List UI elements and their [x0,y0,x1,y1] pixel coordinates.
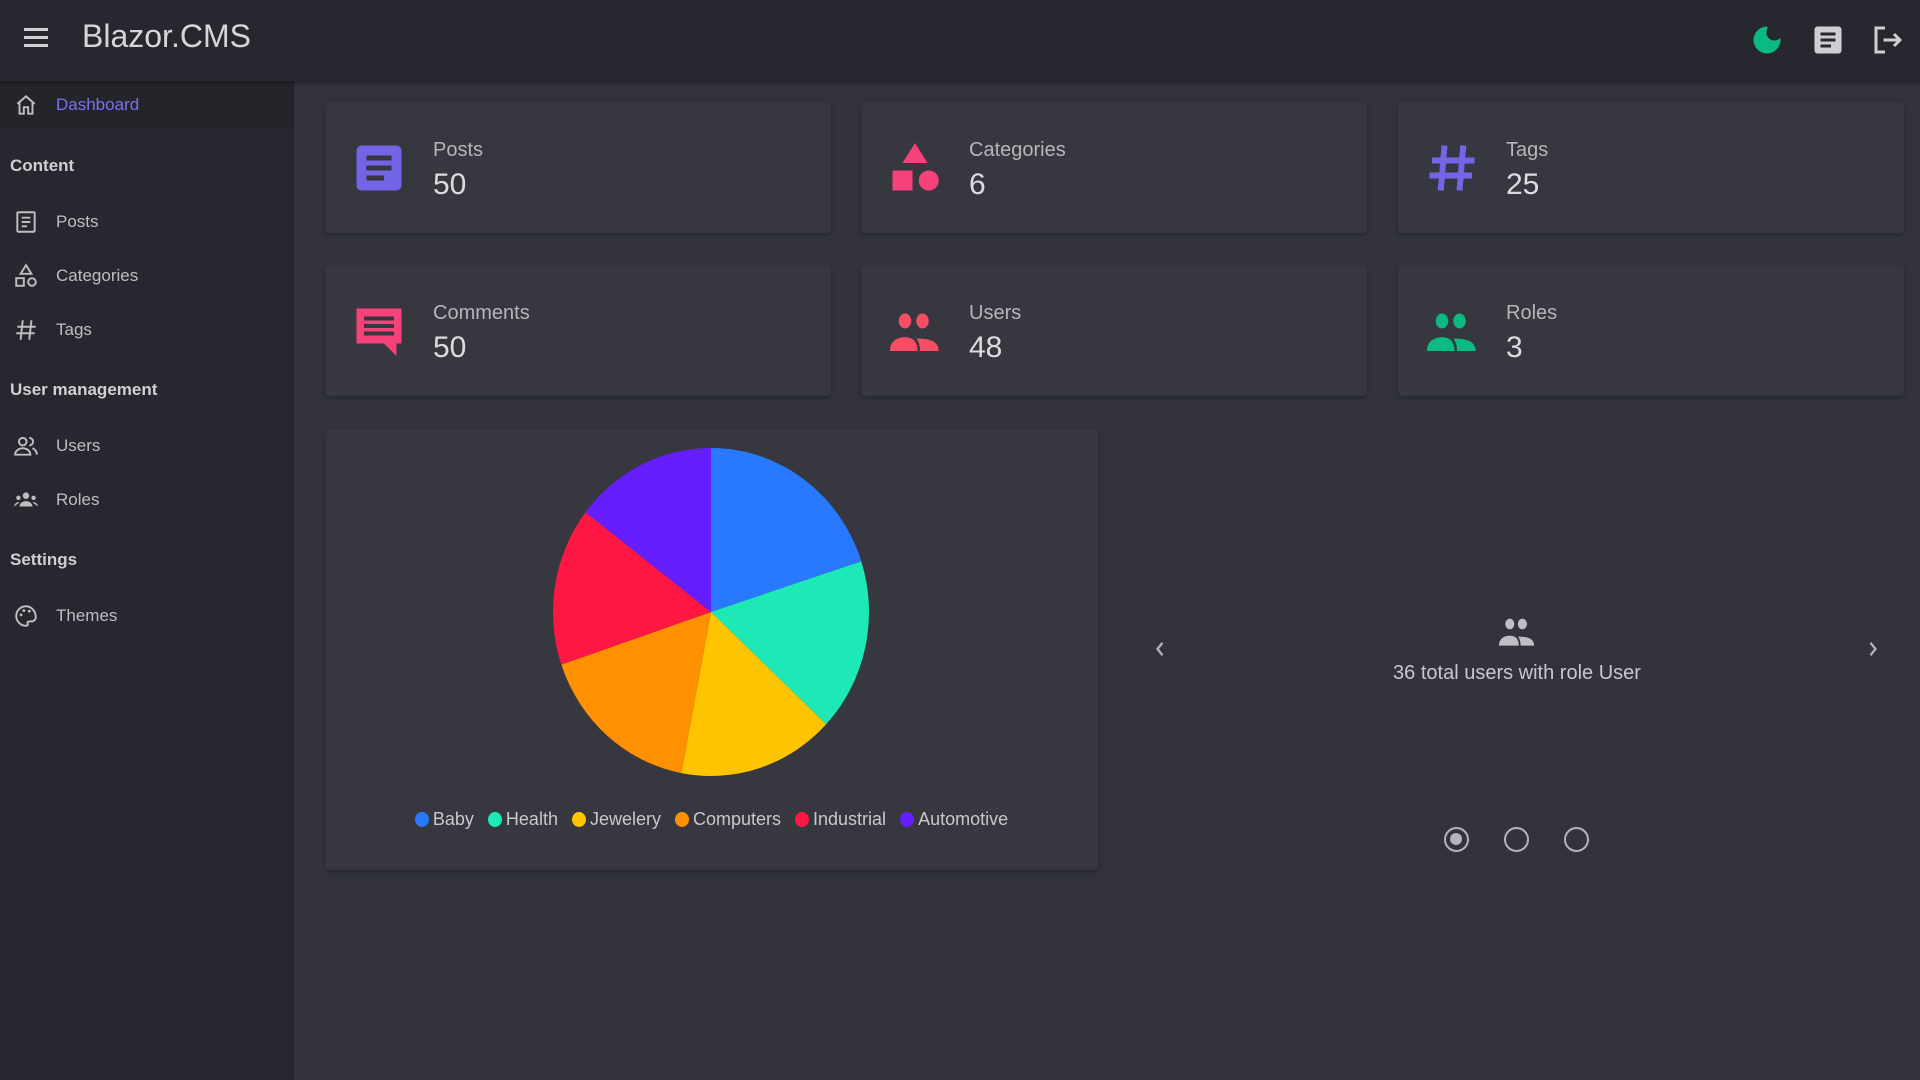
nav-roles-label: Roles [56,490,100,509]
legend-item[interactable]: Baby [414,809,474,830]
pie-slice-computers[interactable] [561,612,711,774]
stat-label: Comments [433,302,530,324]
sidebar: Dashboard Content Posts Categories Tags … [0,81,294,1080]
legend-item[interactable]: Health [487,809,558,830]
legend-item[interactable]: Automotive [900,809,1008,830]
stat-label: Tags [1506,139,1549,161]
legend-label: Jewelery [589,809,661,829]
article-icon [16,211,36,233]
stat-card-roles[interactable]: Roles 3 [1398,265,1904,396]
hashtag-icon [16,320,36,340]
pie-slice-industrial[interactable] [553,512,711,665]
app-title: Blazor.CMS [82,18,251,54]
nav-tags-label: Tags [56,320,92,339]
legend-swatch [487,812,502,827]
nav-posts-label: Posts [56,212,99,231]
groups-icon [14,492,38,507]
stat-card-tags[interactable]: Tags 25 [1398,102,1904,233]
article-icon [356,145,402,191]
nav-dashboard-label: Dashboard [56,95,140,114]
dark-mode-moon-icon[interactable] [1749,22,1785,58]
carousel-text: 36 total users with role User [1393,662,1641,684]
pie-slice-jewelery[interactable] [681,612,827,776]
nav-categories[interactable]: Categories [0,253,294,299]
legend-swatch [795,812,810,827]
stat-card-posts[interactable]: Posts 50 [325,102,831,233]
app-bar: Blazor.CMS [0,0,1920,81]
stat-value: 25 [1506,168,1540,201]
stat-label: Posts [433,139,484,161]
pie-svg [553,448,869,776]
hashtag-icon [1429,145,1475,191]
nav-posts[interactable]: Posts [0,199,294,245]
chevron-right-icon[interactable] [1858,634,1888,664]
stat-label: Categories [969,139,1066,161]
documentation-icon[interactable] [1810,22,1846,58]
stat-card-users[interactable]: Users 48 [861,265,1367,396]
nav-users[interactable]: Users [0,423,294,469]
section-user-management: User management [10,380,158,399]
category-pie-chart: Baby Health Jewelery Computers Industrial Aut… [325,429,1098,870]
stat-value: 50 [433,331,467,364]
palette-icon [15,605,37,627]
logout-icon[interactable] [1870,22,1906,58]
stat-card-categories[interactable]: Categories 6 [861,102,1367,233]
nav-roles[interactable]: Roles [0,477,294,523]
legend-label: Industrial [813,809,887,829]
chevron-left-icon[interactable] [1145,634,1175,664]
people-icon [14,436,38,456]
legend-item[interactable]: Computers [674,809,782,830]
carousel-dot-2[interactable] [1504,827,1529,852]
legend-label: Health [505,809,558,829]
stat-value: 50 [433,168,467,201]
category-icon [892,143,939,191]
people-icon [1427,313,1476,351]
legend-swatch [900,812,915,827]
stat-value: 48 [969,331,1003,364]
nav-tags[interactable]: Tags [0,307,294,353]
legend-swatch [414,812,429,827]
people-icon [1499,618,1535,646]
section-settings: Settings [10,550,78,569]
menu-icon[interactable] [24,28,48,48]
pie-slice-health[interactable] [711,561,869,725]
nav-dashboard[interactable]: Dashboard [0,81,294,129]
stat-value: 3 [1506,331,1523,364]
legend-item[interactable]: Industrial [795,809,886,830]
legend-label: Computers [692,809,782,829]
pie-slice-automotive[interactable] [585,448,711,612]
stat-label: Users [969,302,1022,324]
legend-label: Baby [432,809,474,829]
pie-slice-baby[interactable] [711,448,862,612]
legend-label: Automotive [918,809,1009,829]
home-icon [16,95,36,115]
nav-users-label: Users [56,436,101,455]
category-icon [15,263,37,287]
nav-themes-label: Themes [56,606,118,625]
people-icon [890,313,939,351]
chart-legend: Baby Health Jewelery Computers Industrial Aut… [325,809,1098,830]
stat-label: Roles [1506,302,1558,324]
legend-swatch [674,812,689,827]
comment-icon [356,308,402,356]
stat-card-comments[interactable]: Comments 50 [325,265,831,396]
roles-carousel: 36 total users with role User [1130,429,1904,870]
stat-value: 6 [969,168,986,201]
section-content: Content [10,156,75,175]
legend-item[interactable]: Jewelery [571,809,661,830]
legend-swatch [571,812,586,827]
nav-themes[interactable]: Themes [0,593,294,639]
nav-categories-label: Categories [56,266,139,285]
carousel-dot-1[interactable] [1444,827,1469,852]
carousel-dot-3[interactable] [1564,827,1589,852]
